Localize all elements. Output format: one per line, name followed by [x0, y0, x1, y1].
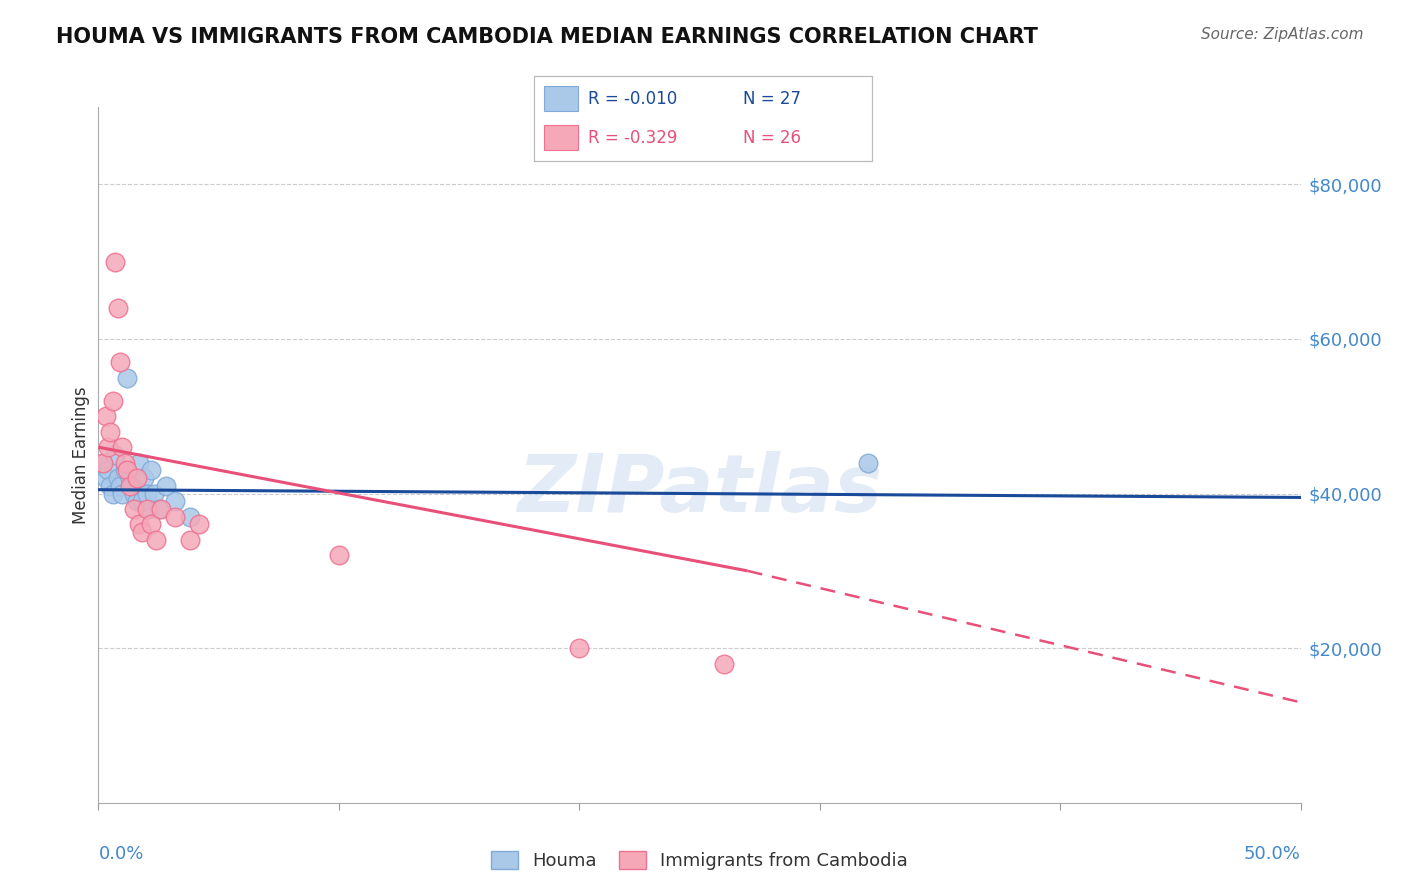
- Point: [94, 409, 117, 424]
- Point: [111, 486, 134, 500]
- Point: [328, 549, 350, 563]
- Point: [114, 463, 136, 477]
- Point: [117, 463, 139, 477]
- Point: [128, 517, 150, 532]
- Point: [131, 525, 153, 540]
- Point: [118, 479, 141, 493]
- Point: [114, 456, 136, 470]
- Point: [124, 486, 146, 500]
- Point: [121, 479, 143, 493]
- Point: [91, 456, 114, 470]
- Point: [568, 641, 591, 656]
- Point: [117, 370, 139, 384]
- Text: N = 27: N = 27: [744, 90, 801, 108]
- Point: [104, 448, 127, 462]
- Point: [128, 456, 150, 470]
- Point: [118, 471, 141, 485]
- Point: [142, 486, 165, 500]
- Bar: [544, 125, 578, 151]
- Point: [104, 254, 127, 268]
- Point: [101, 393, 124, 408]
- Point: [94, 471, 117, 485]
- Text: 0.0%: 0.0%: [98, 845, 143, 863]
- Bar: [544, 86, 578, 112]
- Point: [145, 533, 167, 547]
- Point: [713, 657, 735, 671]
- Point: [107, 471, 129, 485]
- Point: [100, 479, 122, 493]
- Point: [856, 456, 879, 470]
- Point: [138, 502, 160, 516]
- Legend: Houma, Immigrants from Cambodia: Houma, Immigrants from Cambodia: [484, 844, 915, 877]
- Text: R = -0.010: R = -0.010: [588, 90, 678, 108]
- Point: [165, 494, 187, 508]
- Text: 50.0%: 50.0%: [1244, 845, 1301, 863]
- Point: [124, 502, 146, 516]
- Point: [97, 463, 120, 477]
- Point: [131, 494, 153, 508]
- Point: [97, 440, 120, 454]
- Y-axis label: Median Earnings: Median Earnings: [72, 386, 90, 524]
- Point: [179, 533, 201, 547]
- Point: [125, 494, 148, 508]
- Point: [135, 486, 157, 500]
- Point: [155, 479, 177, 493]
- Text: ZIPatlas: ZIPatlas: [517, 450, 882, 529]
- Point: [188, 517, 211, 532]
- Text: N = 26: N = 26: [744, 128, 801, 146]
- Point: [107, 301, 129, 315]
- Point: [148, 502, 170, 516]
- Point: [108, 355, 131, 369]
- Point: [108, 479, 131, 493]
- Point: [141, 463, 163, 477]
- Point: [132, 471, 155, 485]
- Point: [135, 502, 157, 516]
- Text: HOUMA VS IMMIGRANTS FROM CAMBODIA MEDIAN EARNINGS CORRELATION CHART: HOUMA VS IMMIGRANTS FROM CAMBODIA MEDIAN…: [56, 27, 1038, 46]
- Point: [141, 517, 163, 532]
- Text: R = -0.329: R = -0.329: [588, 128, 678, 146]
- Point: [101, 486, 124, 500]
- Point: [111, 440, 134, 454]
- Text: Source: ZipAtlas.com: Source: ZipAtlas.com: [1201, 27, 1364, 42]
- Point: [165, 509, 187, 524]
- Point: [179, 509, 201, 524]
- Point: [125, 471, 148, 485]
- Point: [91, 456, 114, 470]
- Point: [100, 425, 122, 439]
- Point: [149, 502, 172, 516]
